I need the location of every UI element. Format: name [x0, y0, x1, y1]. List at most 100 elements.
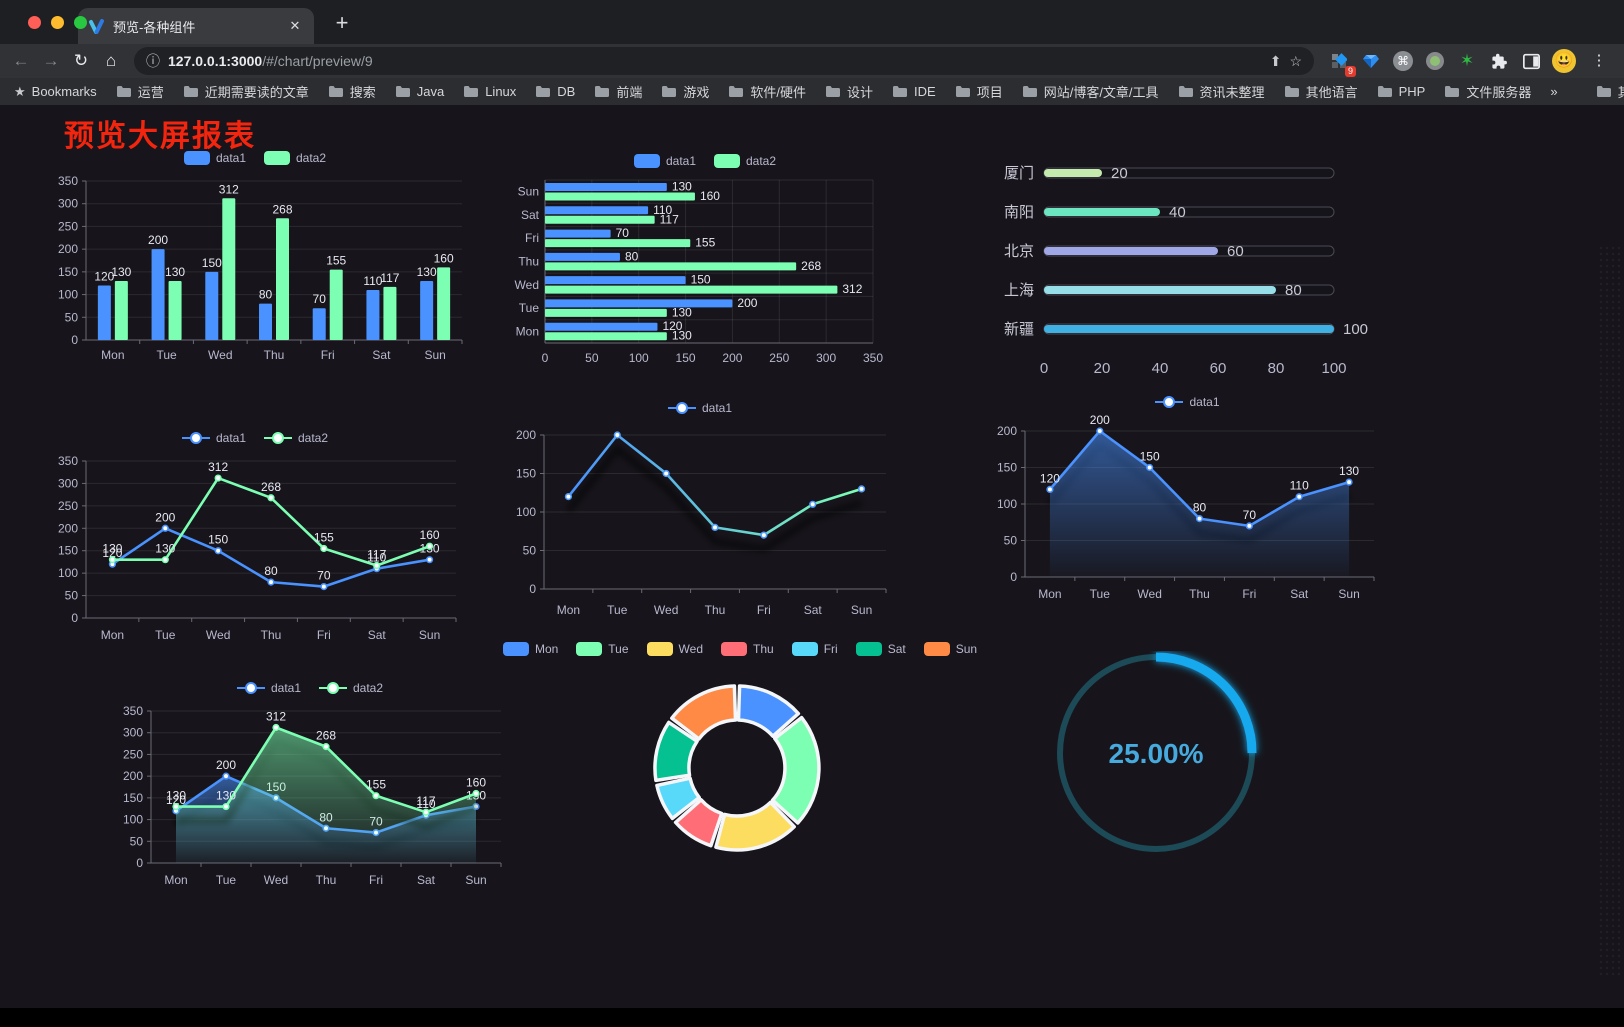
svg-text:Thu: Thu — [316, 873, 337, 887]
minimize-window-button[interactable] — [51, 16, 64, 29]
legend-item[interactable]: Mon — [502, 642, 558, 656]
legend-rect-marker — [714, 154, 740, 168]
chart-canvas[interactable]: 0 50 100 150 200 Mon Tue Wed Thu Fri Sat Sun — [500, 421, 900, 621]
legend-item[interactable]: Sat — [855, 642, 906, 656]
chart-canvas[interactable]: 0 50 100 150 200 250 300 350 Mon Tue Wed Thu Fri Sat S… — [105, 701, 515, 891]
bookmark-folder[interactable]: 近期需要读的文章 — [183, 82, 309, 101]
svg-text:40: 40 — [1152, 360, 1169, 377]
svg-text:Tue: Tue — [216, 873, 237, 887]
svg-text:60: 60 — [1227, 243, 1244, 260]
legend-item[interactable]: data2 — [264, 431, 328, 445]
legend-rect-marker — [502, 642, 529, 656]
legend-rect-marker — [576, 642, 603, 656]
chart-canvas[interactable]: 0 50 100 150 200 Mon Tue Wed Thu Fri Sat Sun 120 200 1… — [985, 415, 1390, 605]
bookmark-folder[interactable]: 运营 — [116, 82, 164, 101]
bookmarks-overflow-chevron[interactable]: » — [1550, 84, 1558, 99]
legend-item[interactable]: data1 — [181, 431, 246, 445]
bookmark-folder[interactable]: 设计 — [825, 82, 873, 101]
legend-item[interactable]: data1 — [667, 401, 732, 415]
legend-item[interactable]: Wed — [646, 642, 703, 656]
folder-icon — [729, 86, 744, 97]
address-bar[interactable]: ⓘ 127.0.0.1:3000/#/chart/preview/9 ⬆ ☆ — [134, 47, 1314, 75]
legend-item[interactable]: data1 — [183, 151, 246, 165]
svg-text:200: 200 — [123, 769, 143, 783]
svg-text:200: 200 — [58, 242, 78, 256]
bookmark-folder[interactable]: 文件服务器 — [1444, 82, 1531, 101]
chart-canvas[interactable]: 050100150200250300350Mon120130Tue200130W… — [40, 171, 470, 366]
star-extension-icon[interactable]: ✶ — [1459, 51, 1475, 70]
chart-ring-progress[interactable]: 25.00% — [1046, 651, 1266, 871]
bookmark-folder[interactable]: Linux — [463, 84, 516, 99]
legend-item[interactable]: data2 — [714, 154, 776, 168]
menu-kebab-icon[interactable]: ⋮ — [1591, 52, 1607, 69]
gem-extension-icon[interactable] — [1360, 50, 1382, 72]
share-icon[interactable]: ⬆ — [1269, 52, 1282, 69]
chart-horizontal-bar[interactable]: data1 data2 0 50 100 150 200 250 300 350 Sun 130 160… — [505, 150, 905, 369]
chart-line-two-series[interactable]: data1 data2 0 50 100 150 200 250 300 350 Mon Tue Wed… — [40, 427, 470, 646]
legend-item[interactable]: data1 — [236, 681, 301, 695]
home-icon[interactable]: ⌂ — [105, 51, 117, 70]
bookmark-folder[interactable]: 游戏 — [661, 82, 709, 101]
svg-text:0: 0 — [1040, 360, 1048, 377]
browser-tab[interactable]: 预览-各种组件 ✕ — [78, 8, 314, 44]
legend-item[interactable]: data1 — [633, 154, 696, 168]
chart-area-two-series[interactable]: data1 data2 0 50 100 150 200 250 300 350 Mon Tue Wed… — [105, 677, 515, 891]
bookmark-folder[interactable]: IDE — [892, 84, 936, 99]
chart-legend: data1 data2 — [236, 677, 383, 699]
bookmark-star-icon[interactable]: ☆ — [1289, 52, 1302, 69]
chart-canvas[interactable] — [540, 662, 940, 932]
svg-text:160: 160 — [700, 189, 720, 203]
legend-item[interactable]: Sun — [923, 642, 977, 656]
fullscreen-window-button[interactable] — [74, 16, 87, 29]
bookmark-folder[interactable]: PHP — [1377, 84, 1425, 99]
chart-canvas[interactable]: 25.00% — [1046, 651, 1266, 871]
tab-manager-extension-icon[interactable]: 9 — [1328, 50, 1356, 77]
chart-donut[interactable]: Mon Tue Wed Thu Fri Sat Sun — [502, 638, 977, 932]
legend-item[interactable]: data2 — [319, 681, 383, 695]
bookmark-folder[interactable]: 其他语言 — [1284, 82, 1358, 101]
url-text[interactable]: 127.0.0.1:3000/#/chart/preview/9 — [168, 53, 1262, 69]
chart-line-gradient[interactable]: data1 0 50 100 150 200 Mon Tue Wed Thu Fri Sat Sun — [500, 397, 900, 621]
window-controls[interactable] — [28, 16, 87, 29]
bookmark-folder[interactable]: 资讯未整理 — [1178, 82, 1265, 101]
reload-icon[interactable]: ↻ — [73, 51, 89, 70]
chart-progress-bars[interactable]: 厦门 20 南阳 40 北京 60 上海 80 新疆 100 0 20 40 60 80 100 — [988, 157, 1390, 392]
extensions-puzzle-icon[interactable] — [1488, 50, 1510, 72]
chart-canvas[interactable]: 厦门 20 南阳 40 北京 60 上海 80 新疆 100 0 20 40 60 80 100 — [988, 157, 1390, 392]
tab-close-icon[interactable]: ✕ — [289, 18, 301, 33]
forward-icon[interactable]: → — [42, 51, 60, 70]
back-icon[interactable]: ← — [12, 51, 30, 70]
close-window-button[interactable] — [28, 16, 41, 29]
chart-area-single[interactable]: data1 0 50 100 150 200 Mon Tue Wed Thu Fri Sat Sun 12… — [985, 391, 1390, 605]
svg-text:70: 70 — [313, 292, 327, 306]
svg-text:110: 110 — [367, 551, 386, 565]
legend-item[interactable]: data1 — [1155, 395, 1220, 409]
legend-item[interactable]: Thu — [721, 642, 774, 656]
site-info-icon[interactable]: ⓘ — [146, 53, 160, 69]
svg-text:130: 130 — [165, 265, 185, 279]
profile-avatar[interactable]: 😃 — [1552, 49, 1576, 73]
chart-grouped-bar[interactable]: data1 data2 0 50 100 150 200 250 300 350 Mon 120 130… — [40, 147, 470, 366]
bookmark-folder[interactable]: 搜索 — [328, 82, 376, 101]
legend-item[interactable]: Fri — [791, 642, 838, 656]
bookmark-folder[interactable]: 软件/硬件 — [728, 82, 806, 101]
recorder-extension-icon[interactable] — [1424, 50, 1446, 72]
shortcut-extension-icon[interactable]: ⌘ — [1392, 50, 1414, 72]
new-tab-button[interactable]: + — [335, 10, 349, 35]
url-path: /#/chart/preview/9 — [262, 53, 373, 69]
legend-item[interactable]: data2 — [264, 151, 326, 165]
other-bookmarks-folder[interactable]: 其他书签 — [1596, 82, 1624, 101]
legend-item[interactable]: Tue — [576, 642, 629, 656]
chart-canvas[interactable]: 0 50 100 150 200 250 300 350 Mon Tue Wed Thu Fri Sat S… — [40, 451, 470, 646]
sidebar-toggle-icon[interactable] — [1520, 50, 1542, 72]
svg-text:300: 300 — [816, 351, 836, 365]
bookmark-folder[interactable]: Java — [395, 84, 444, 99]
dashboard-preview-page: 预览大屏报表 data1 data2 0 50 100 150 200 250 300 350 Mo… — [0, 105, 1624, 1008]
bookmark-folder[interactable]: 前端 — [594, 82, 642, 101]
bookmark-folder[interactable]: 项目 — [955, 82, 1003, 101]
bookmark-folder[interactable]: DB — [535, 84, 575, 99]
svg-text:350: 350 — [863, 351, 883, 365]
bookmark-folder[interactable]: 网站/博客/文章/工具 — [1022, 82, 1159, 101]
bookmarks-root[interactable]: ★ Bookmarks — [14, 83, 97, 100]
